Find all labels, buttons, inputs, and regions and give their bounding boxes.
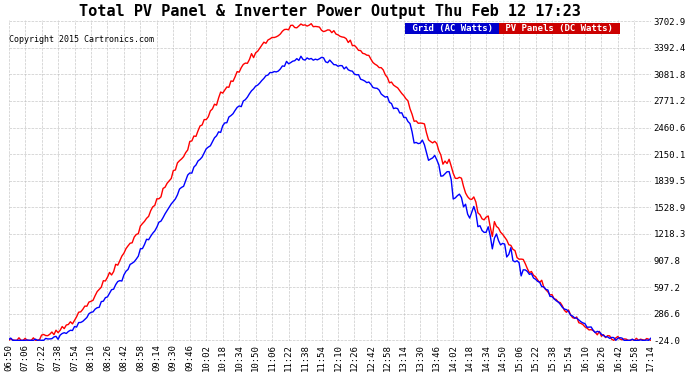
Text: Copyright 2015 Cartronics.com: Copyright 2015 Cartronics.com [9, 35, 154, 44]
Title: Total PV Panel & Inverter Power Output Thu Feb 12 17:23: Total PV Panel & Inverter Power Output T… [79, 4, 581, 19]
Text: PV Panels (DC Watts): PV Panels (DC Watts) [500, 24, 618, 33]
Text: Grid (AC Watts): Grid (AC Watts) [407, 24, 498, 33]
